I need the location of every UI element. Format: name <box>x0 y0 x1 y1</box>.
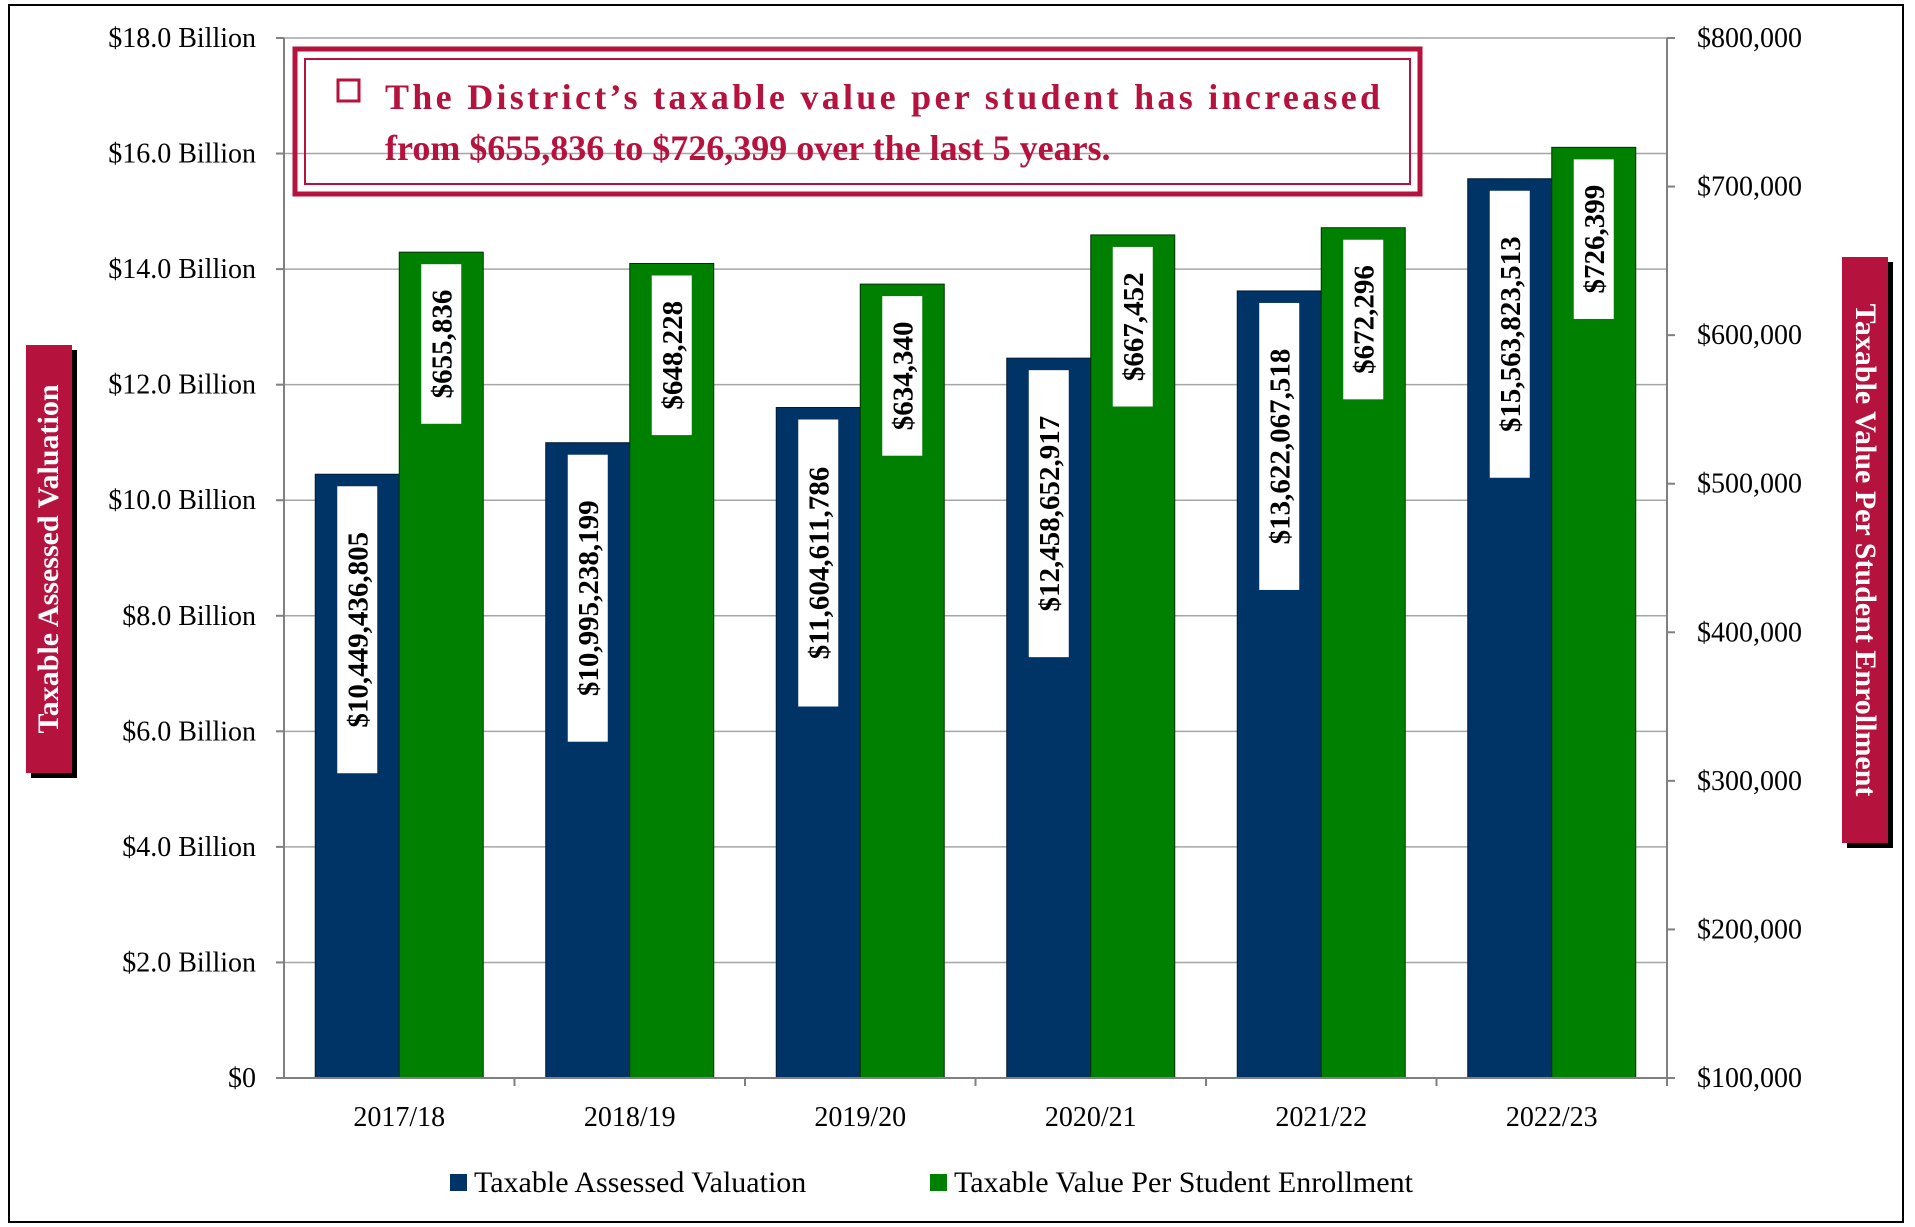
data-label-box <box>421 264 462 424</box>
right-axis-tick-label: $700,000 <box>1697 172 1802 203</box>
data-label: $11,604,611,786 <box>803 467 835 660</box>
right-axis-tick-label: $300,000 <box>1697 766 1802 797</box>
legend-swatch-taxable-value-per-student <box>930 1174 947 1191</box>
data-label-box <box>337 486 378 774</box>
right-axis-tick-label: $800,000 <box>1697 23 1802 54</box>
callout-line-1: The District’s taxable value per student… <box>385 77 1380 117</box>
callout-checkbox-icon <box>336 78 361 103</box>
x-axis-tick-label: 2020/21 <box>1045 1102 1137 1133</box>
data-label: $667,452 <box>1118 272 1150 381</box>
left-axis-tick-label: $4.0 Billion <box>122 832 256 863</box>
x-axis-tick-label: 2022/23 <box>1506 1102 1598 1133</box>
x-axis-tick-label: 2017/18 <box>353 1102 445 1133</box>
left-axis-title: Taxable Assessed Valuation <box>32 384 65 733</box>
left-axis-tick-label: $12.0 Billion <box>108 370 256 401</box>
right-axis-tick-label: $400,000 <box>1697 617 1802 648</box>
grid-layer <box>284 37 1667 964</box>
left-axis-tick-label: $0 <box>228 1063 256 1094</box>
left-axis-title-badge: Taxable Assessed Valuation <box>26 345 77 778</box>
data-label-box <box>798 419 839 707</box>
data-label: $13,622,067,518 <box>1264 349 1296 545</box>
bar-layer <box>314 146 1637 1079</box>
data-label-box <box>882 296 923 456</box>
right-axis-tick-label: $600,000 <box>1697 320 1802 351</box>
data-label: $15,563,823,513 <box>1495 236 1527 432</box>
data-label: $655,836 <box>426 290 458 399</box>
x-axis-tick-label: 2019/20 <box>814 1102 906 1133</box>
right-axis-tick-label: $200,000 <box>1697 914 1802 945</box>
legend-label-taxable-assessed-valuation: Taxable Assessed Valuation <box>474 1166 806 1199</box>
callout-line-2: from $655,836 to $726,399 over the last … <box>385 128 1111 168</box>
data-label-box <box>651 275 692 436</box>
left-axis-tick-label: $16.0 Billion <box>108 139 256 170</box>
right-axis-tick-label: $100,000 <box>1697 1063 1802 1094</box>
data-label-box <box>1573 159 1614 319</box>
legend-swatch-taxable-assessed-valuation <box>450 1174 467 1191</box>
data-label: $726,399 <box>1579 185 1611 294</box>
data-label-box <box>567 454 608 742</box>
right-axis-tick-label: $500,000 <box>1697 469 1802 500</box>
data-label: $648,228 <box>657 301 689 410</box>
data-label-box <box>1259 302 1300 590</box>
left-axis-tick-label: $2.0 Billion <box>122 947 256 978</box>
left-axis-tick-label: $8.0 Billion <box>122 601 256 632</box>
data-label: $10,995,238,199 <box>573 500 605 696</box>
callout-box: The District’s taxable value per student… <box>292 46 1423 197</box>
left-axis-tick-label: $18.0 Billion <box>108 23 256 54</box>
x-axis-tick-label: 2021/22 <box>1275 1102 1367 1133</box>
data-label-box <box>1489 190 1530 478</box>
x-axis-tick-label: 2018/19 <box>584 1102 676 1133</box>
data-label: $672,296 <box>1348 265 1380 374</box>
data-label: $12,458,652,917 <box>1034 416 1066 612</box>
data-label: $10,449,436,805 <box>342 532 374 728</box>
left-axis-tick-label: $14.0 Billion <box>108 254 256 285</box>
label-layer: $10,449,436,805 $655,836 $10,995,238,199 $6… <box>337 159 1614 774</box>
axis-layer: $0 $2.0 Billion $4.0 Billion $6.0 Billion $8… <box>108 23 1802 1133</box>
data-label-box <box>1028 370 1069 658</box>
legend-label-taxable-value-per-student: Taxable Value Per Student Enrollment <box>954 1166 1414 1199</box>
right-axis-title-badge: Taxable Value Per Student Enrollment <box>1842 257 1893 848</box>
data-label-box <box>1343 239 1384 400</box>
data-label: $634,340 <box>887 322 919 431</box>
right-axis-title: Taxable Value Per Student Enrollment <box>1849 304 1882 797</box>
legend: Taxable Assessed Valuation Taxable Value… <box>450 1166 1414 1199</box>
left-axis-tick-label: $10.0 Billion <box>108 485 256 516</box>
data-label-box <box>1112 246 1153 407</box>
left-axis-tick-label: $6.0 Billion <box>122 716 256 747</box>
